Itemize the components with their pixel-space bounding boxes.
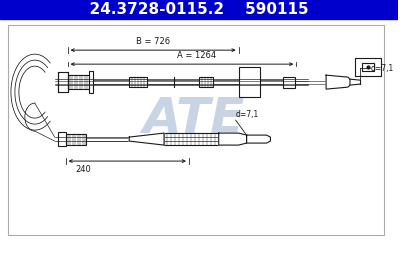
Bar [66, 134, 86, 145]
Text: A = 1264: A = 1264 [177, 51, 216, 60]
Polygon shape [129, 133, 164, 145]
Bar [362, 63, 374, 71]
Bar [355, 58, 381, 76]
Text: 24.3728-0115.2    590115: 24.3728-0115.2 590115 [79, 2, 319, 17]
Bar [68, 75, 90, 89]
Bar [199, 77, 213, 87]
Polygon shape [326, 75, 350, 89]
Bar [0, 0, 398, 19]
Bar [58, 132, 66, 146]
Text: B = 726: B = 726 [136, 37, 170, 46]
Polygon shape [219, 133, 246, 145]
Bar [58, 72, 68, 92]
Text: ATE: ATE [143, 95, 245, 143]
Bar [164, 133, 219, 145]
Bar [8, 25, 384, 235]
Bar [90, 71, 94, 93]
Text: 240: 240 [76, 165, 91, 174]
Bar [129, 77, 147, 87]
Text: d=7,1: d=7,1 [371, 64, 394, 73]
Bar [248, 137, 266, 141]
Polygon shape [246, 135, 270, 143]
Text: d=7,1: d=7,1 [236, 110, 259, 119]
Bar [239, 67, 260, 97]
Bar [283, 77, 295, 88]
Bar [330, 79, 344, 85]
